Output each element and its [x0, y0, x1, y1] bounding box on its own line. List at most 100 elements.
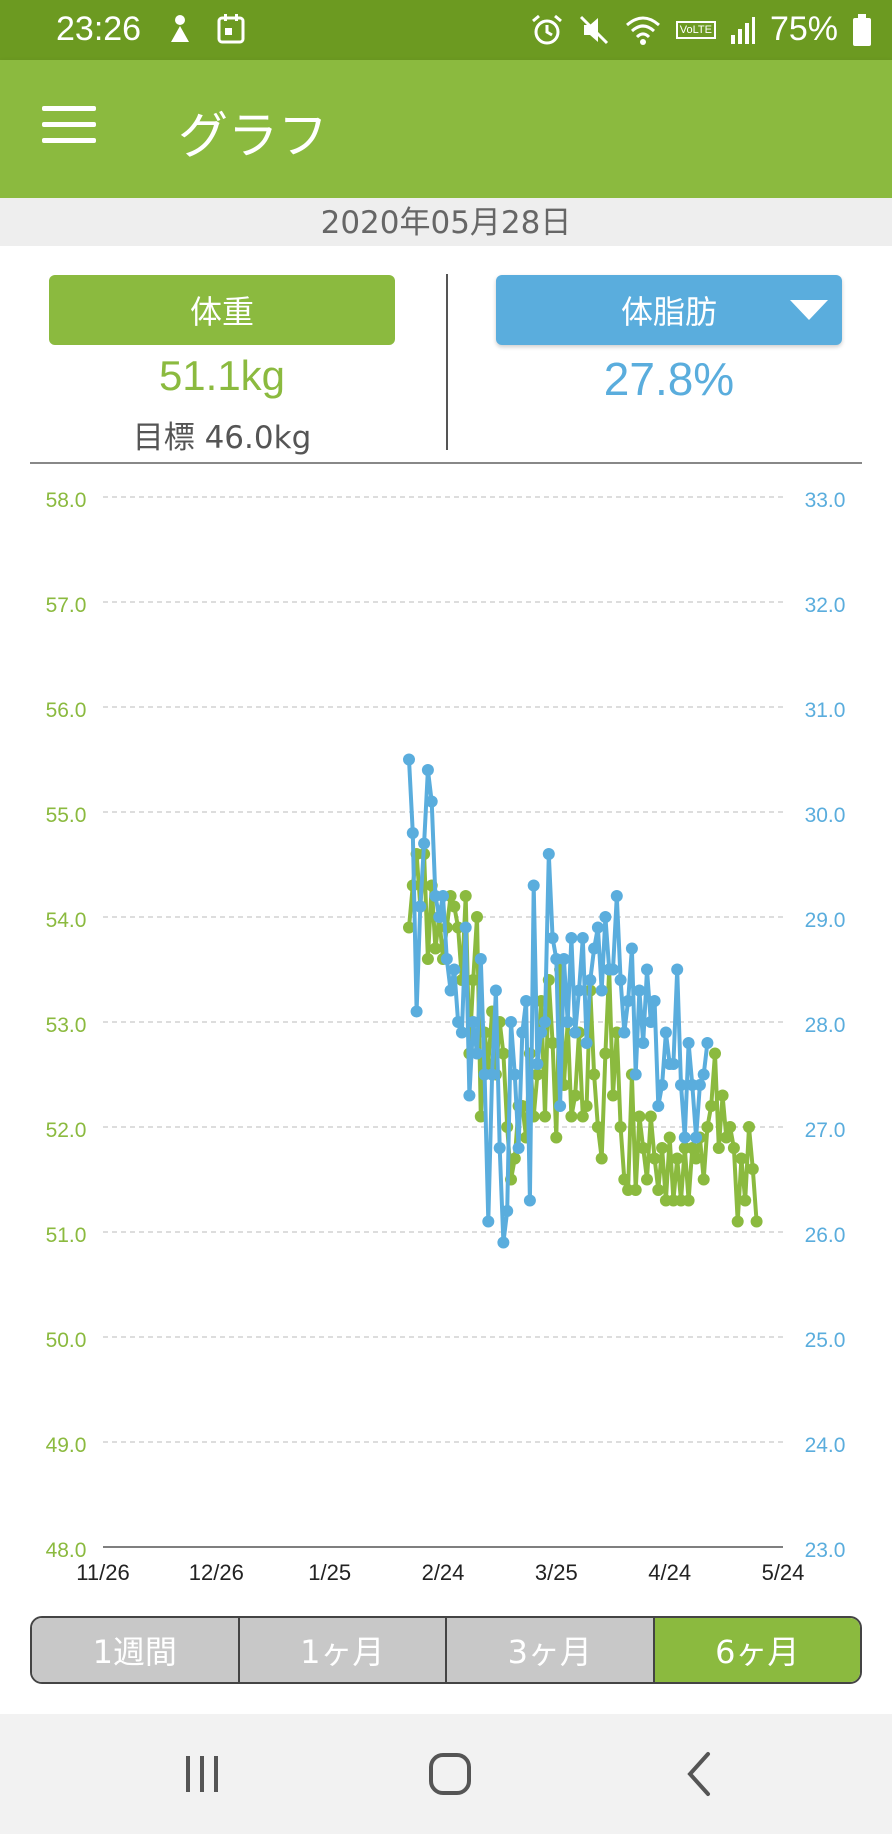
- body-fat-value: 27.8%: [603, 353, 735, 405]
- current-date: 2020年05月28日: [320, 205, 572, 241]
- weight-data-point: [633, 1110, 646, 1123]
- battery-icon: [853, 13, 871, 46]
- x-tick-label: 5/24: [762, 1560, 805, 1585]
- home-icon[interactable]: [420, 1744, 480, 1804]
- body-fat-data-point: [607, 963, 619, 976]
- body-fat-data-point: [527, 879, 540, 892]
- y-left-tick-label: 52.0: [46, 1119, 87, 1142]
- body-fat-data-point: [697, 1068, 710, 1081]
- body-fat-dropdown[interactable]: 体脂肪: [496, 275, 842, 345]
- body-fat-data-point: [595, 984, 608, 997]
- y-right-tick-label: 33.0: [805, 489, 846, 512]
- calendar-icon: [217, 14, 245, 44]
- weight-data-point: [739, 1194, 752, 1207]
- body-fat-data-point: [489, 984, 502, 997]
- x-tick-label: 2/24: [422, 1560, 465, 1585]
- body-fat-data-point: [520, 995, 533, 1007]
- body-fat-data-point: [425, 795, 438, 808]
- period-3month-button[interactable]: 3ヶ月: [447, 1618, 655, 1682]
- summary-panel: 体重 51.1kg 目標 46.0kg 体脂肪 27.8%: [0, 246, 892, 464]
- weight-data-point: [746, 1163, 759, 1175]
- y-right-tick-label: 29.0: [805, 909, 846, 932]
- notification-app-icon: [171, 15, 189, 42]
- weight-data-point: [697, 1173, 710, 1186]
- y-left-tick-label: 51.0: [46, 1224, 87, 1247]
- body-fat-data-point: [440, 953, 453, 965]
- body-fat-data-point: [403, 753, 415, 766]
- body-fat-data-point: [633, 984, 646, 997]
- weight-data-point: [531, 1068, 544, 1081]
- body-fat-data-point: [512, 1142, 525, 1154]
- weight-data-point: [686, 1142, 699, 1154]
- y-left-tick-label: 54.0: [46, 909, 87, 932]
- weight-data-point: [644, 1110, 657, 1123]
- body-fat-data-point: [588, 942, 601, 955]
- recents-icon[interactable]: [172, 1744, 232, 1804]
- y-left-tick-label: 50.0: [46, 1329, 87, 1352]
- weight-data-point: [743, 1121, 755, 1133]
- body-fat-data-point: [625, 942, 638, 955]
- battery-percent: 75%: [769, 10, 838, 48]
- alarm-icon: [531, 14, 562, 44]
- period-1month-button[interactable]: 1ヶ月: [239, 1618, 447, 1682]
- body-fat-data-point: [467, 1016, 480, 1028]
- back-icon[interactable]: [670, 1744, 730, 1804]
- weight-data-point: [595, 1152, 608, 1165]
- body-fat-data-point: [539, 1016, 551, 1028]
- body-fat-data-point: [471, 1047, 483, 1060]
- body-fat-data-point: [554, 1100, 567, 1112]
- y-left-tick-label: 48.0: [46, 1539, 87, 1562]
- body-fat-data-point: [452, 1016, 465, 1028]
- status-time: 23:26: [56, 10, 142, 48]
- period-selector: 1週間 1ヶ月 3ヶ月 6ヶ月: [30, 1616, 862, 1684]
- signal-icon: [730, 16, 755, 44]
- weight-data-point: [716, 1089, 729, 1102]
- period-1week-button[interactable]: 1週間: [32, 1618, 240, 1682]
- x-tick-label: 3/25: [535, 1560, 578, 1585]
- weight-data-point: [429, 942, 442, 955]
- weight-data-point: [569, 1089, 582, 1102]
- body-fat-data-point: [497, 1236, 510, 1249]
- y-right-tick-label: 26.0: [805, 1224, 846, 1247]
- summary-divider: [446, 274, 448, 450]
- system-nav-bar: [0, 1714, 892, 1834]
- weight-data-point: [508, 1152, 521, 1165]
- period-6month-button[interactable]: 6ヶ月: [654, 1618, 860, 1682]
- body-fat-data-point: [561, 1016, 574, 1028]
- weight-value: 51.1kg: [158, 352, 286, 399]
- status-bar: 23:26 VoLTE: [0, 0, 892, 60]
- body-fat-data-point: [682, 1037, 695, 1049]
- body-fat-data-point: [418, 837, 431, 850]
- body-fat-data-point: [459, 921, 472, 934]
- y-right-tick-label: 24.0: [805, 1434, 846, 1457]
- weight-data-point: [690, 1152, 703, 1165]
- body-fat-data-point: [573, 984, 585, 997]
- hamburger-icon[interactable]: [42, 106, 96, 152]
- body-fat-data-point: [493, 1142, 506, 1154]
- weight-data-point: [448, 900, 461, 913]
- body-fat-data-point: [671, 963, 684, 976]
- goal-weight: 目標 46.0kg: [132, 420, 312, 456]
- body-fat-data-point: [535, 1026, 548, 1039]
- weight-data-point: [497, 1047, 510, 1060]
- weight-data-point: [735, 1152, 748, 1165]
- y-left-tick-label: 57.0: [46, 594, 87, 617]
- body-fat-data-point: [414, 900, 427, 913]
- weight-data-point: [614, 1121, 627, 1133]
- weight-data-point: [550, 1131, 563, 1144]
- x-tick-label: 12/26: [189, 1560, 244, 1585]
- body-fat-data-point: [546, 932, 559, 944]
- body-fat-data-point: [629, 1068, 642, 1081]
- y-right-tick-label: 31.0: [805, 699, 846, 722]
- body-fat-data-point: [516, 1026, 529, 1039]
- weight-data-point: [618, 1173, 631, 1186]
- summary-bottom-divider: [30, 462, 862, 464]
- app-bar: グラフ: [0, 60, 892, 198]
- weight-button[interactable]: 体重: [49, 275, 395, 345]
- y-right-tick-label: 25.0: [805, 1329, 846, 1352]
- body-fat-data-point: [565, 932, 578, 944]
- y-left-tick-label: 53.0: [46, 1014, 87, 1037]
- body-fat-data-point: [622, 995, 635, 1007]
- body-fat-data-point: [675, 1079, 687, 1091]
- chart-svg: 58.0 33.0 57.0 32.0 56.0 31.0 55.0 30.0 54.0 29.0…: [46, 489, 846, 1585]
